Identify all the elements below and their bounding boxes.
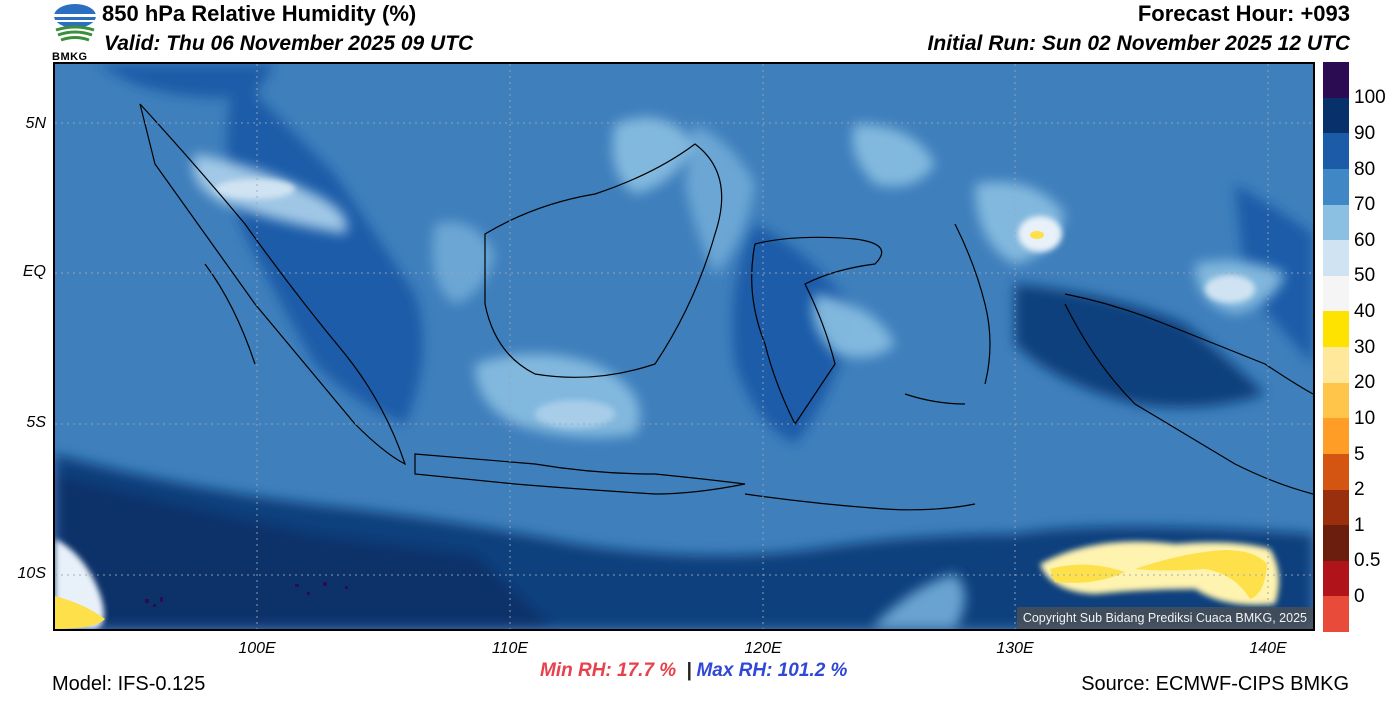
colorbar-label-50: 50 [1354, 265, 1376, 286]
colorbar-segment [1323, 596, 1349, 632]
colorbar-segment [1323, 311, 1349, 347]
lon-label-100e: 100E [238, 640, 276, 657]
bmkg-logo-icon [54, 4, 96, 42]
colorbar-segment [1323, 489, 1349, 526]
colorbar-segment [1323, 275, 1349, 312]
model-label: Model: IFS-0.125 [52, 673, 206, 695]
logo-text: BMKG [52, 51, 88, 63]
source-label: Source: ECMWF-CIPS BMKG [1081, 673, 1349, 695]
lat-label-eq: EQ [22, 263, 46, 280]
colorbar-segment [1323, 525, 1349, 561]
colorbar-label-70: 70 [1354, 194, 1376, 215]
lon-label-120e: 120E [744, 640, 782, 657]
colorbar-segment [1323, 382, 1349, 419]
colorbar-label-20: 20 [1354, 372, 1376, 393]
colorbar-segment [1323, 453, 1349, 490]
colorbar-segment [1323, 347, 1349, 383]
colorbar-label-0: 0 [1354, 586, 1365, 607]
lon-label-140e: 140E [1249, 640, 1287, 657]
colorbar-label-10: 10 [1354, 408, 1376, 429]
colorbar [1323, 62, 1349, 632]
initial-run: Initial Run: Sun 02 November 2025 12 UTC [927, 32, 1350, 55]
colorbar-label-100: 100 [1354, 87, 1386, 108]
stats-separator: | [686, 660, 692, 681]
lat-label-5s: 5S [26, 414, 46, 431]
max-rh: Max RH: 101.2 % [696, 660, 848, 681]
humidity-map: Copyright Sub Bidang Prediksi Cuaca BMKG… [53, 62, 1315, 631]
colorbar-segment [1323, 62, 1349, 98]
lat-label-10s: 10S [17, 565, 46, 582]
colorbar-label-0-5: 0.5 [1354, 550, 1381, 571]
chart-title: 850 hPa Relative Humidity (%) [102, 1, 417, 26]
colorbar-segment [1323, 133, 1349, 169]
colorbar-label-60: 60 [1354, 230, 1376, 251]
lon-label-130e: 130E [996, 640, 1034, 657]
colorbar-segment [1323, 204, 1349, 241]
lat-label-5n: 5N [25, 115, 46, 132]
forecast-hour: Forecast Hour: +093 [1137, 1, 1350, 26]
colorbar-segment [1323, 560, 1349, 597]
colorbar-label-80: 80 [1354, 159, 1376, 180]
rh-stats: Min RH: 17.7 % | Max RH: 101.2 % [540, 660, 847, 682]
colorbar-segment [1323, 240, 1349, 276]
copyright-notice: Copyright Sub Bidang Prediksi Cuaca BMKG… [1016, 607, 1313, 629]
bmkg-logo: BMKG [52, 2, 98, 63]
colorbar-label-5: 5 [1354, 444, 1365, 465]
colorbar-label-2: 2 [1354, 479, 1365, 500]
colorbar-label-1: 1 [1354, 515, 1365, 536]
colorbar-label-90: 90 [1354, 123, 1376, 144]
colorbar-segment [1323, 97, 1349, 134]
colorbar-label-40: 40 [1354, 301, 1376, 322]
colorbar-label-30: 30 [1354, 337, 1376, 358]
min-rh: Min RH: 17.7 % [540, 660, 677, 681]
colorbar-segment [1323, 418, 1349, 454]
lon-label-110e: 110E [491, 640, 529, 657]
valid-time: Valid: Thu 06 November 2025 09 UTC [104, 32, 474, 55]
colorbar-segment [1323, 168, 1349, 205]
humidity-field [55, 64, 1313, 629]
